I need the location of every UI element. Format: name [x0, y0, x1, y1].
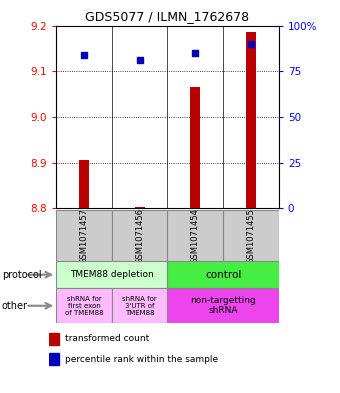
- Bar: [56, 261, 168, 288]
- Text: percentile rank within the sample: percentile rank within the sample: [65, 355, 218, 364]
- Bar: [112, 210, 168, 261]
- Text: TMEM88 depletion: TMEM88 depletion: [70, 270, 154, 279]
- Text: GSM1071456: GSM1071456: [135, 208, 144, 264]
- Text: GSM1071455: GSM1071455: [246, 208, 255, 264]
- Title: GDS5077 / ILMN_1762678: GDS5077 / ILMN_1762678: [85, 10, 250, 23]
- Text: control: control: [205, 270, 241, 280]
- Text: other: other: [2, 301, 28, 311]
- Text: shRNA for
3'UTR of
TMEM88: shRNA for 3'UTR of TMEM88: [122, 296, 157, 316]
- Bar: [246, 32, 256, 208]
- Text: protocol: protocol: [2, 270, 41, 280]
- Bar: [168, 210, 223, 261]
- Point: [81, 52, 87, 59]
- Bar: [56, 210, 112, 261]
- Bar: [168, 288, 279, 323]
- Text: non-targetting
shRNA: non-targetting shRNA: [190, 296, 256, 316]
- Bar: [112, 288, 168, 323]
- Bar: [223, 210, 279, 261]
- Bar: [79, 160, 89, 208]
- Bar: [49, 353, 58, 365]
- Text: GSM1071454: GSM1071454: [191, 208, 200, 264]
- Text: GSM1071457: GSM1071457: [80, 208, 88, 264]
- Bar: [190, 87, 200, 208]
- Text: transformed count: transformed count: [65, 334, 149, 343]
- Bar: [56, 288, 112, 323]
- Bar: [49, 333, 58, 345]
- Point: [192, 50, 198, 56]
- Point: [248, 41, 254, 47]
- Point: [137, 57, 142, 63]
- Bar: [168, 261, 279, 288]
- Text: shRNA for
first exon
of TMEM88: shRNA for first exon of TMEM88: [65, 296, 103, 316]
